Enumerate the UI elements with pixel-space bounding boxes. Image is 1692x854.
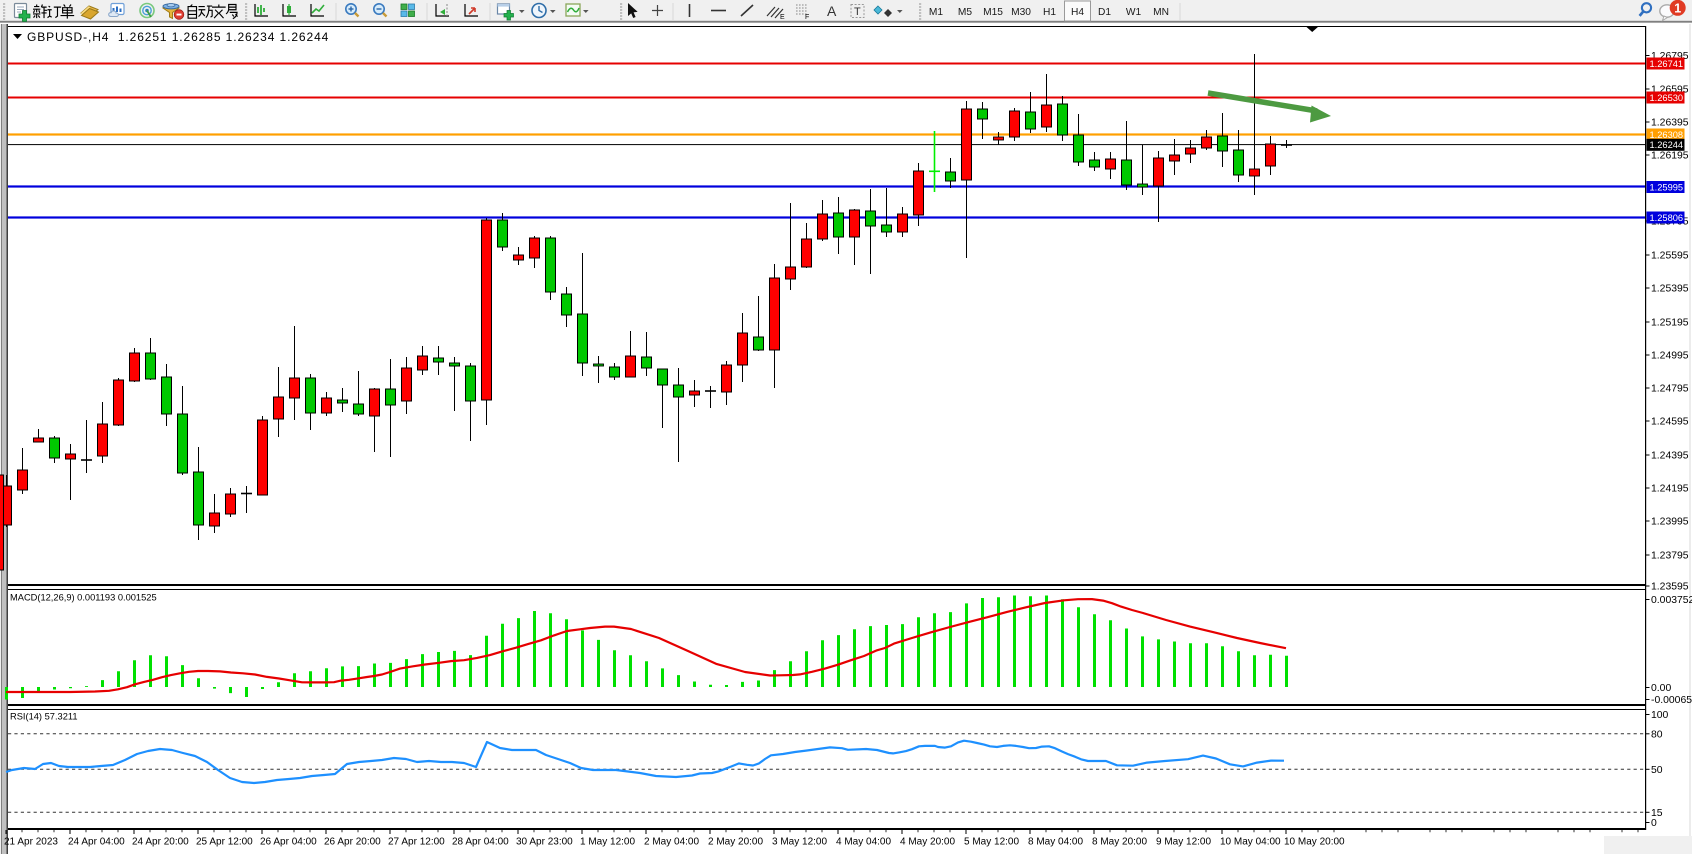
svg-text:24 Apr 04:00: 24 Apr 04:00: [68, 837, 125, 848]
svg-text:1.26795: 1.26795: [1651, 51, 1689, 62]
svg-text:1.25595: 1.25595: [1651, 251, 1689, 262]
svg-text:M15: M15: [983, 7, 1003, 18]
svg-text:1.26530: 1.26530: [1650, 93, 1684, 103]
svg-text:0.003752: 0.003752: [1651, 595, 1692, 606]
svg-text:9 May 12:00: 9 May 12:00: [1156, 837, 1211, 848]
svg-text:1.26595: 1.26595: [1651, 85, 1689, 96]
svg-text:M30: M30: [1011, 7, 1031, 18]
svg-text:E: E: [780, 14, 785, 21]
svg-text:25 Apr 12:00: 25 Apr 12:00: [196, 837, 253, 848]
svg-text:26 Apr 20:00: 26 Apr 20:00: [324, 837, 381, 848]
svg-text:W1: W1: [1126, 7, 1142, 18]
svg-text:80: 80: [1651, 729, 1663, 740]
svg-text:1.24195: 1.24195: [1651, 484, 1689, 495]
svg-text:4 May 04:00: 4 May 04:00: [836, 837, 891, 848]
svg-text:1.23795: 1.23795: [1651, 551, 1689, 562]
svg-text:10 May 04:00: 10 May 04:00: [1220, 837, 1281, 848]
svg-text:10 May 20:00: 10 May 20:00: [1284, 837, 1345, 848]
svg-text:1.24995: 1.24995: [1651, 351, 1689, 362]
svg-text:1.26244: 1.26244: [1650, 140, 1684, 150]
svg-text:30 Apr 23:00: 30 Apr 23:00: [516, 837, 573, 848]
svg-text:1.26741: 1.26741: [1650, 59, 1684, 69]
svg-text:0.00: 0.00: [1651, 683, 1671, 694]
svg-text:RSI(14) 57.3211: RSI(14) 57.3211: [10, 712, 78, 722]
svg-text:27 Apr 12:00: 27 Apr 12:00: [388, 837, 445, 848]
svg-text:1.26395: 1.26395: [1651, 118, 1689, 129]
svg-text:1.26308: 1.26308: [1650, 130, 1684, 140]
svg-text:1.24395: 1.24395: [1651, 451, 1689, 462]
svg-text:M1: M1: [929, 7, 943, 18]
svg-text:GBPUSD-,H4 1.26251 1.26285 1.: GBPUSD-,H4 1.26251 1.26285 1.26234 1.262…: [27, 30, 329, 44]
svg-text:100: 100: [1651, 710, 1669, 721]
svg-text:MACD(12,26,9) 0.001193 0.00152: MACD(12,26,9) 0.001193 0.001525: [10, 593, 157, 603]
svg-text:H4: H4: [1071, 7, 1084, 18]
svg-text:1.25806: 1.25806: [1650, 213, 1684, 223]
svg-text:15: 15: [1651, 808, 1663, 819]
svg-text:D1: D1: [1098, 7, 1111, 18]
svg-text:3 May 12:00: 3 May 12:00: [772, 837, 827, 848]
svg-text:2 May 20:00: 2 May 20:00: [708, 837, 763, 848]
svg-text:H1: H1: [1043, 7, 1056, 18]
svg-text:1.26195: 1.26195: [1651, 151, 1689, 162]
svg-text:0: 0: [1651, 818, 1657, 829]
svg-text:A: A: [827, 3, 837, 19]
svg-text:1 May 12:00: 1 May 12:00: [580, 837, 635, 848]
svg-text:2 May 04:00: 2 May 04:00: [644, 837, 699, 848]
svg-text:MN: MN: [1153, 7, 1169, 18]
svg-text:8 May 20:00: 8 May 20:00: [1092, 837, 1147, 848]
svg-text:T: T: [854, 6, 861, 18]
svg-text:-0.000656: -0.000656: [1651, 695, 1692, 706]
svg-text:26 Apr 04:00: 26 Apr 04:00: [260, 837, 317, 848]
svg-text:8 May 04:00: 8 May 04:00: [1028, 837, 1083, 848]
svg-text:1.23595: 1.23595: [1651, 582, 1689, 593]
svg-text:28 Apr 04:00: 28 Apr 04:00: [452, 837, 509, 848]
svg-text:1.24595: 1.24595: [1651, 417, 1689, 428]
svg-text:24 Apr 20:00: 24 Apr 20:00: [132, 837, 189, 848]
svg-text:5 May 12:00: 5 May 12:00: [964, 837, 1019, 848]
svg-text:1.23995: 1.23995: [1651, 517, 1689, 528]
svg-text:21 Apr 2023: 21 Apr 2023: [4, 837, 58, 848]
svg-text:1: 1: [1674, 1, 1681, 15]
svg-text:1.25195: 1.25195: [1651, 318, 1689, 329]
svg-text:4 May 20:00: 4 May 20:00: [900, 837, 955, 848]
svg-text:1.25395: 1.25395: [1651, 284, 1689, 295]
svg-text:1.25995: 1.25995: [1650, 182, 1684, 192]
svg-text:F: F: [805, 14, 809, 21]
svg-text:1.24795: 1.24795: [1651, 384, 1689, 395]
svg-text:M5: M5: [958, 7, 972, 18]
svg-text:50: 50: [1651, 765, 1663, 776]
